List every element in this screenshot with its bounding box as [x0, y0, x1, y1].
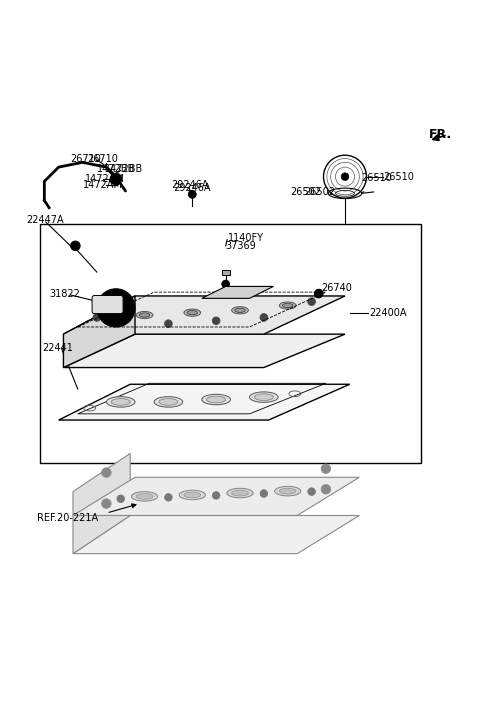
Text: 37369: 37369	[226, 241, 256, 251]
Ellipse shape	[179, 490, 205, 500]
Text: 26502: 26502	[290, 187, 321, 197]
Circle shape	[222, 280, 229, 288]
Ellipse shape	[279, 488, 296, 494]
Text: 26510: 26510	[362, 173, 393, 183]
Circle shape	[165, 493, 172, 501]
Text: 31822: 31822	[49, 289, 80, 299]
Text: FR.: FR.	[429, 127, 452, 140]
Ellipse shape	[136, 493, 153, 499]
Circle shape	[97, 289, 135, 327]
Text: 22447A: 22447A	[27, 215, 64, 225]
FancyBboxPatch shape	[92, 296, 123, 314]
Ellipse shape	[187, 311, 198, 315]
Ellipse shape	[227, 488, 253, 498]
Ellipse shape	[101, 301, 113, 307]
Polygon shape	[73, 478, 360, 516]
Circle shape	[110, 173, 121, 185]
Text: 26710: 26710	[87, 153, 118, 163]
Text: 1140FY: 1140FY	[228, 233, 264, 243]
Circle shape	[212, 317, 220, 324]
Circle shape	[341, 173, 349, 180]
Circle shape	[189, 190, 196, 198]
Circle shape	[260, 314, 268, 321]
Ellipse shape	[202, 395, 230, 405]
Ellipse shape	[184, 309, 201, 316]
Ellipse shape	[107, 397, 135, 407]
Ellipse shape	[206, 396, 226, 403]
Text: 29246A: 29246A	[171, 180, 208, 190]
Polygon shape	[202, 286, 274, 299]
Ellipse shape	[111, 399, 130, 405]
Text: 26510: 26510	[383, 172, 414, 182]
Circle shape	[165, 320, 172, 327]
Polygon shape	[73, 453, 130, 553]
Text: 1472AM: 1472AM	[83, 180, 122, 190]
Ellipse shape	[254, 394, 274, 400]
Circle shape	[111, 303, 120, 313]
Circle shape	[102, 468, 111, 478]
Ellipse shape	[232, 490, 248, 496]
Circle shape	[314, 289, 323, 298]
Ellipse shape	[232, 306, 248, 314]
Ellipse shape	[279, 302, 296, 309]
Ellipse shape	[282, 304, 293, 308]
Polygon shape	[59, 384, 350, 420]
Ellipse shape	[139, 313, 150, 317]
Circle shape	[104, 296, 128, 320]
Text: 22400A: 22400A	[369, 308, 407, 318]
Text: 1472BB: 1472BB	[97, 164, 135, 174]
Text: REF.20-221A: REF.20-221A	[37, 513, 98, 523]
Polygon shape	[63, 296, 345, 334]
Polygon shape	[63, 334, 345, 367]
Polygon shape	[63, 296, 135, 367]
Circle shape	[321, 464, 331, 473]
Ellipse shape	[136, 311, 153, 319]
Circle shape	[117, 495, 124, 503]
Ellipse shape	[250, 392, 278, 402]
Circle shape	[212, 492, 220, 499]
Circle shape	[308, 488, 315, 495]
Circle shape	[260, 490, 268, 498]
Ellipse shape	[159, 399, 178, 405]
Ellipse shape	[154, 397, 183, 407]
Text: 26740: 26740	[321, 283, 352, 293]
Ellipse shape	[235, 308, 245, 312]
Text: 26502: 26502	[304, 187, 336, 197]
Ellipse shape	[132, 492, 157, 501]
Circle shape	[308, 298, 315, 306]
Bar	[39, 224, 421, 463]
Bar	[222, 270, 229, 276]
Circle shape	[71, 241, 80, 251]
Circle shape	[321, 485, 331, 494]
Text: 1472BB: 1472BB	[106, 163, 144, 173]
Circle shape	[93, 314, 101, 321]
Circle shape	[102, 499, 111, 508]
Ellipse shape	[275, 486, 301, 496]
Text: 29246A: 29246A	[173, 183, 211, 193]
Text: 22441: 22441	[42, 344, 73, 354]
Text: 26710: 26710	[71, 153, 101, 163]
Text: 1472AM: 1472AM	[85, 174, 125, 184]
Polygon shape	[73, 516, 360, 553]
Ellipse shape	[184, 492, 201, 498]
